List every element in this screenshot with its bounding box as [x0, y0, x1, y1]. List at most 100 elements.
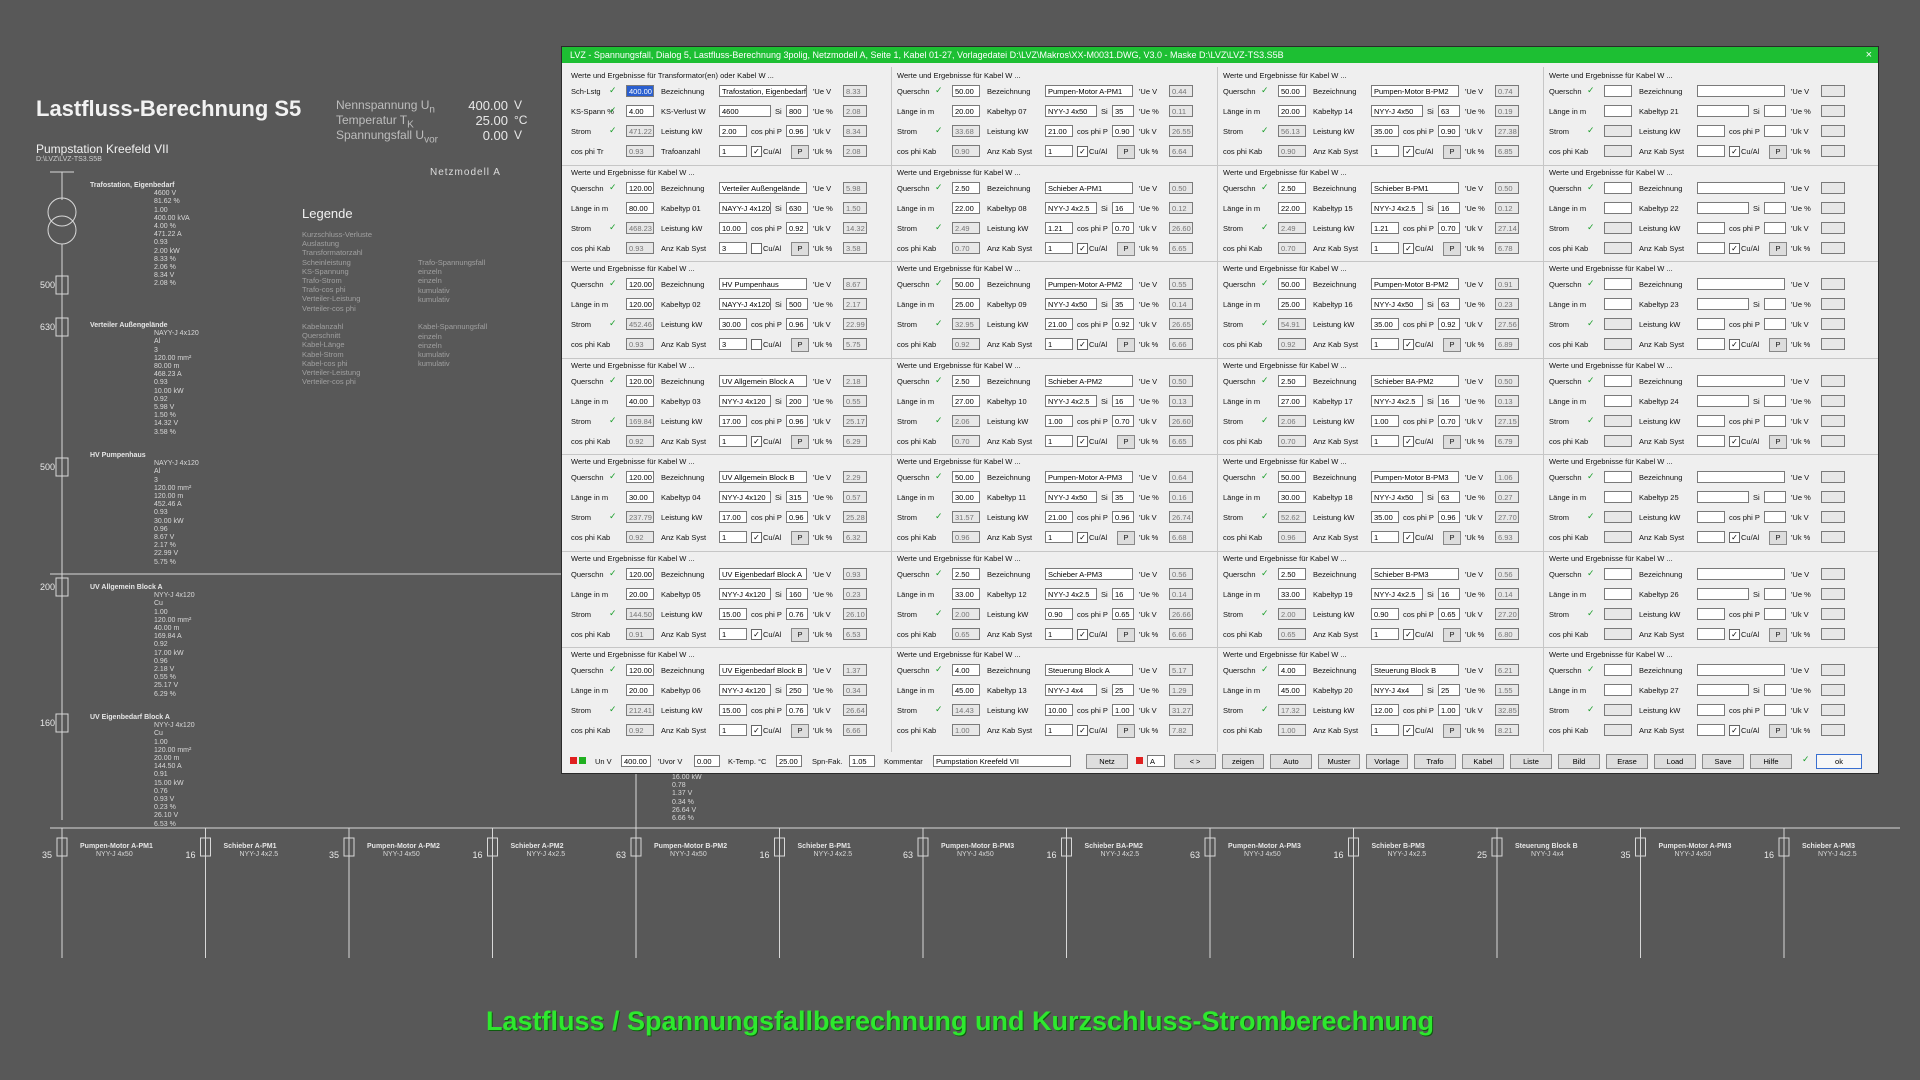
- kabeltyp-input[interactable]: NYY-J 4x50: [1371, 298, 1423, 310]
- cable-02-q[interactable]: 120.00: [626, 278, 654, 290]
- cable-13-l[interactable]: 45.00: [952, 684, 980, 696]
- leistung-input[interactable]: [1697, 607, 1725, 620]
- dialog-titlebar[interactable]: LVZ - Spannungsfall, Dialog 5, Lastfluss…: [562, 47, 1878, 63]
- cosphi-input[interactable]: 1.00: [1438, 704, 1460, 716]
- uvor-input[interactable]: 0.00: [694, 755, 720, 767]
- si-input[interactable]: [1764, 491, 1786, 503]
- anz-input[interactable]: [1697, 338, 1725, 350]
- cual-checkbox[interactable]: ✓: [1729, 339, 1740, 350]
- kommentar-input[interactable]: Pumpstation Kreefeld VII: [933, 755, 1071, 767]
- anz-input[interactable]: 1: [1371, 627, 1399, 640]
- p-button[interactable]: P: [1443, 145, 1461, 159]
- si-input[interactable]: 500: [786, 298, 808, 310]
- cosphi-input[interactable]: 0.70: [1438, 414, 1460, 427]
- si-input[interactable]: 160: [786, 587, 808, 600]
- leistung-input[interactable]: 0.90: [1371, 607, 1399, 620]
- cosphi-input[interactable]: 0.96: [1438, 511, 1460, 523]
- cosphi-input[interactable]: 0.92: [1438, 318, 1460, 330]
- anz-input[interactable]: 1: [1371, 531, 1399, 543]
- bez-input[interactable]: Schieber B-PM1: [1371, 181, 1459, 194]
- leistung-input[interactable]: [1697, 318, 1725, 330]
- cable-06-q[interactable]: 120.00: [626, 664, 654, 676]
- anz-input[interactable]: 1: [1045, 531, 1073, 543]
- bez-input[interactable]: UV Eigenbedarf Block B: [719, 664, 807, 676]
- cual-checkbox[interactable]: ✓: [1077, 339, 1088, 350]
- bez-input[interactable]: Schieber A-PM3: [1045, 567, 1133, 580]
- p-button[interactable]: P: [1443, 531, 1461, 545]
- cosphi-input[interactable]: 0.90: [1438, 125, 1460, 137]
- cosphi-input[interactable]: 0.65: [1112, 607, 1134, 620]
- bez-input[interactable]: [1697, 278, 1785, 290]
- cual-checkbox[interactable]: ✓: [751, 435, 762, 447]
- leistung-input[interactable]: 15.00: [719, 607, 747, 620]
- cable-14-q[interactable]: 50.00: [1278, 85, 1306, 97]
- cual-checkbox[interactable]: ✓: [1729, 242, 1740, 254]
- cosphi-input[interactable]: 1.00: [1112, 704, 1134, 716]
- cosphi-input[interactable]: 0.92: [1112, 318, 1134, 330]
- cosphi-input[interactable]: 0.90: [1112, 125, 1134, 137]
- kabeltyp-input[interactable]: [1697, 587, 1749, 600]
- bez-input[interactable]: Verteiler Außengelände: [719, 181, 807, 194]
- cosphi-input[interactable]: 0.70: [1438, 221, 1460, 234]
- kabeltyp-input[interactable]: NYY-J 4x50: [1045, 105, 1097, 117]
- kabeltyp-input[interactable]: NYY-J 4x50: [1371, 105, 1423, 117]
- cable-27-q[interactable]: [1604, 664, 1632, 676]
- cual-checkbox[interactable]: ✓: [1403, 725, 1414, 736]
- cual-checkbox[interactable]: ✓: [1729, 435, 1740, 447]
- bez-input[interactable]: UV Allgemein Block A: [719, 374, 807, 387]
- bez-input[interactable]: UV Eigenbedarf Block A: [719, 567, 807, 580]
- kabeltyp-input[interactable]: NYY-J 4x50: [1371, 491, 1423, 503]
- leistung-input[interactable]: 10.00: [719, 221, 747, 234]
- cual-checkbox[interactable]: ✓: [1729, 532, 1740, 543]
- si-input[interactable]: [1764, 298, 1786, 310]
- si-input[interactable]: 16: [1112, 587, 1134, 600]
- cable-15-q[interactable]: 2.50: [1278, 181, 1306, 194]
- anz-input[interactable]: [1697, 627, 1725, 640]
- cable-26-q[interactable]: [1604, 567, 1632, 580]
- si-input[interactable]: [1764, 105, 1786, 117]
- anz-input[interactable]: [1697, 434, 1725, 447]
- kabeltyp-input[interactable]: NYY-J 4x2.5: [1371, 394, 1423, 407]
- leistung-input[interactable]: 35.00: [1371, 511, 1399, 523]
- cosphi-input[interactable]: [1764, 704, 1786, 716]
- un-input[interactable]: 400.00: [621, 755, 651, 767]
- cual-checkbox[interactable]: ✓: [1729, 628, 1740, 640]
- bez-input[interactable]: [1697, 181, 1785, 194]
- ktemp-input[interactable]: 25.00: [776, 755, 802, 767]
- bez-input[interactable]: Steuerung Block A: [1045, 664, 1133, 676]
- si-input[interactable]: [1764, 201, 1786, 214]
- p-button[interactable]: P: [1769, 531, 1787, 545]
- cable-21-q[interactable]: [1604, 85, 1632, 97]
- cual-checkbox[interactable]: ✓: [1729, 725, 1740, 736]
- cable-10-q[interactable]: 2.50: [952, 374, 980, 387]
- anz-input[interactable]: 1: [1371, 145, 1399, 157]
- cable-11-q[interactable]: 50.00: [952, 471, 980, 483]
- p-button[interactable]: P: [1117, 241, 1135, 256]
- leistung-input[interactable]: [1697, 125, 1725, 137]
- cual-checkbox[interactable]: ✓: [1403, 628, 1414, 640]
- cual-checkbox[interactable]: ✓: [1077, 532, 1088, 543]
- cosphi-input[interactable]: 0.70: [1112, 414, 1134, 427]
- footer-button-zeigen[interactable]: zeigen: [1222, 754, 1264, 769]
- cable-07-q[interactable]: 50.00: [952, 85, 980, 97]
- anz-input[interactable]: 1: [719, 145, 747, 157]
- cable-15-l[interactable]: 22.00: [1278, 201, 1306, 214]
- cable-25-l[interactable]: [1604, 491, 1632, 503]
- p-button[interactable]: P: [1117, 338, 1135, 352]
- cosphi-input[interactable]: [1764, 125, 1786, 137]
- cosphi-input[interactable]: 0.92: [786, 221, 808, 234]
- cable-04-q[interactable]: 120.00: [626, 471, 654, 483]
- kabeltyp-input[interactable]: NYY-J 4x120: [719, 587, 771, 600]
- cable-16-q[interactable]: 50.00: [1278, 278, 1306, 290]
- kabeltyp-input[interactable]: NYY-J 4x4: [1045, 684, 1097, 696]
- cable-17-q[interactable]: 2.50: [1278, 374, 1306, 387]
- anz-input[interactable]: 1: [1371, 434, 1399, 447]
- si-input[interactable]: 250: [786, 684, 808, 696]
- leistung-input[interactable]: 0.90: [1045, 607, 1073, 620]
- si-input[interactable]: 63: [1438, 298, 1460, 310]
- cable-20-l[interactable]: 45.00: [1278, 684, 1306, 696]
- bez-input[interactable]: HV Pumpenhaus: [719, 278, 807, 290]
- cable-05-q[interactable]: 120.00: [626, 567, 654, 580]
- si-input[interactable]: 800: [786, 105, 808, 117]
- si-input[interactable]: 16: [1438, 587, 1460, 600]
